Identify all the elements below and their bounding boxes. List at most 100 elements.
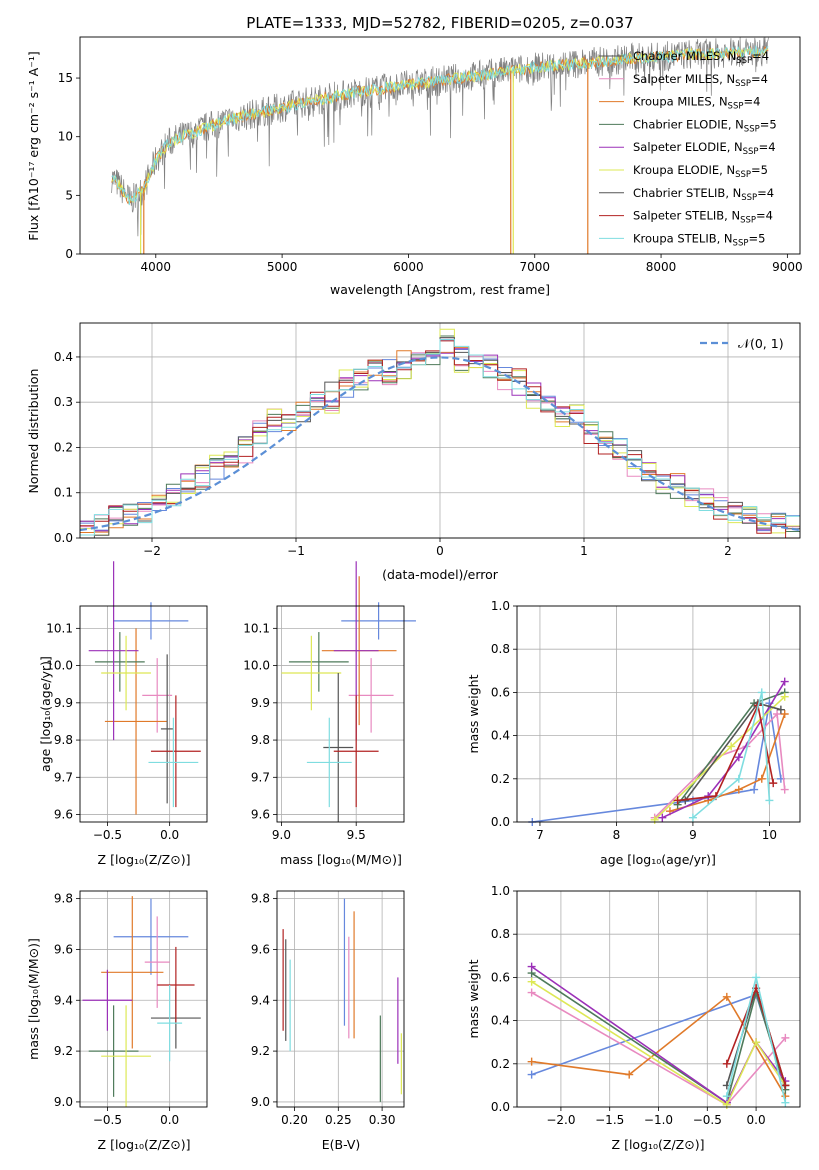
y-tick-label: 9.0 [54,1095,73,1109]
weight-marker [722,1059,731,1068]
x-tick-label: 0.0 [160,1113,179,1127]
weight-marker [757,774,766,783]
legend-label: Chabrier ELODIE, NSSP=5 [633,117,777,134]
plot-area [88,561,201,815]
y-tick-label: 0.2 [491,772,510,786]
weight-marker [527,1057,536,1066]
plot-area [111,36,769,254]
legend-label: Kroupa STELIB, NSSP=5 [633,231,765,248]
legend-sub: SSP [744,124,760,134]
mass-vs-Z-panel: −0.5 0.0 9.0 9.2 9.4 9.6 9.8 [54,890,208,1127]
x-tick-label: 0.20 [281,1113,308,1127]
legend-label: Kroupa ELODIE, NSSP=5 [633,163,768,180]
massweight-vs-age-panel: 7 8 9 10 0.0 0.2 0.4 0.6 0.8 1.0 [491,599,801,842]
weight-marker [527,1070,536,1079]
legend-tail: =5 [760,117,777,131]
y-tick-label: 5 [65,188,73,202]
weight-marker [757,688,766,697]
y-tick-label: 1.0 [491,884,510,898]
y-axis-label: mass weight [466,674,481,753]
y-tick-label: 9.4 [251,993,270,1007]
y-tick-label: 10.1 [243,621,270,635]
weight-marker [734,753,743,762]
plot-area [79,328,801,539]
y-tick-label: 9.9 [54,696,73,710]
x-tick-label: −0.5 [93,828,122,842]
weight-marker [765,796,774,805]
weight-marker [673,796,682,805]
legend-sub: SSP [741,193,757,203]
weight-track [531,995,787,1097]
y-axis-label: Flux [fλ10⁻¹⁷ erg cm⁻² s⁻¹ A⁻¹] [26,51,41,240]
y-tick-label: 0.4 [54,350,73,364]
axes-frame [79,322,801,539]
y-tick-label: 9.2 [54,1044,73,1058]
legend-sub: SSP [735,79,751,89]
plot-area [528,677,789,826]
age-vs-mass-panel: 9.0 9.5 9.6 9.7 9.8 9.9 10.0 10.1 [243,561,416,842]
x-tick-label: 0.0 [160,828,179,842]
x-tick-label: −1 [287,544,305,558]
y-tick-label: 0.8 [491,642,510,656]
legend-tail: =5 [751,163,768,177]
y-tick-label: 15 [58,71,73,85]
age-vs-Z-panel: −0.5 0.0 9.6 9.7 9.8 9.9 10.0 10.1 [46,561,208,842]
y-axis-label: age [log₁₀(age/yr)] [38,656,53,772]
legend-sub: SSP [740,216,756,226]
y-axis-label: mass [log₁₀(M/M⊙)] [26,938,41,1060]
x-tick-label: 10 [762,828,777,842]
axes-frame [79,605,208,823]
x-axis-label: wavelength [Angstrom, rest frame] [330,282,550,297]
histogram-series [80,338,800,536]
x-tick-label: −1.5 [595,1113,624,1127]
y-tick-label: 0.1 [54,486,73,500]
legend-tail: =4 [751,72,768,86]
figure-title: PLATE=1333, MJD=52782, FIBERID=0205, z=0… [246,14,633,32]
x-tick-label: 9 [689,828,697,842]
x-tick-label: 0 [436,544,444,558]
weight-marker [750,785,759,794]
y-tick-label: 9.4 [54,993,73,1007]
weight-marker [780,677,789,686]
massweight-vs-Z-panel: −2.0 −1.5 −1.0 −0.5 0.0 0.0 0.2 0.4 0.6 0.8 1.0 [491,884,801,1127]
x-tick-label: 6000 [393,260,424,274]
y-tick-label: 9.6 [54,808,73,822]
weight-marker [722,1092,731,1101]
legend-tail: =4 [752,49,769,63]
x-tick-label: 4000 [141,260,172,274]
x-tick-label: −0.5 [93,1113,122,1127]
legend-label: Salpeter MILES, NSSP=4 [633,72,768,89]
y-tick-label: 9.6 [251,942,270,956]
y-tick-label: 9.8 [54,892,73,906]
x-tick-label: 8000 [646,260,677,274]
x-tick-label: −2 [143,544,161,558]
y-tick-label: 10 [58,130,73,144]
legend-label: Salpeter ELODIE, NSSP=4 [633,140,776,157]
weight-marker [722,992,731,1001]
y-tick-label: 0.4 [491,729,510,743]
y-tick-label: 10.0 [46,659,73,673]
axes-frame [79,36,801,255]
y-tick-label: 0.3 [54,395,73,409]
histogram-panel: −2 −1 0 1 2 0.0 0.1 0.2 0.3 0.4 𝒩(0, 1) [54,322,801,558]
weight-marker [625,1070,634,1079]
legend-tail: =4 [759,140,776,154]
x-tick-label: 0.30 [369,1113,396,1127]
legend-sub: SSP [735,170,751,180]
y-axis-label: mass weight [466,959,481,1038]
y-tick-label: 0 [65,247,73,261]
x-tick-label: 5000 [267,260,298,274]
x-axis-label: Z [log₁₀(Z/Z⊙)] [98,852,191,867]
legend-label: 𝒩(0, 1) [738,336,784,351]
y-tick-label: 0.6 [491,685,510,699]
data-spectrum [111,36,769,237]
y-axis-label: Normed distribution [26,369,41,494]
x-tick-label: 0.25 [325,1113,352,1127]
mass-vs-ebv-panel: 0.20 0.25 0.30 9.0 9.2 9.4 9.6 9.8 [251,890,405,1127]
y-tick-label: 9.9 [251,696,270,710]
x-axis-label: Z [log₁₀(Z/Z⊙)] [98,1137,191,1152]
legend-sub: SSP [736,56,752,66]
weight-marker [722,1100,731,1109]
y-tick-label: 9.8 [251,892,270,906]
